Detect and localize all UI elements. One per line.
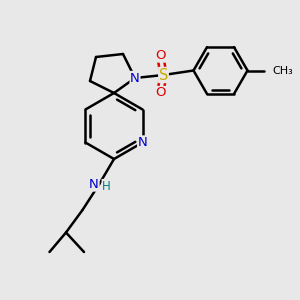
Text: CH₃: CH₃ [272, 65, 293, 76]
Text: N: N [89, 178, 99, 191]
Text: N: N [138, 136, 148, 149]
Text: H: H [102, 179, 111, 193]
Text: O: O [155, 86, 166, 100]
Text: N: N [130, 71, 140, 85]
Text: S: S [159, 68, 168, 82]
Text: O: O [155, 49, 166, 62]
